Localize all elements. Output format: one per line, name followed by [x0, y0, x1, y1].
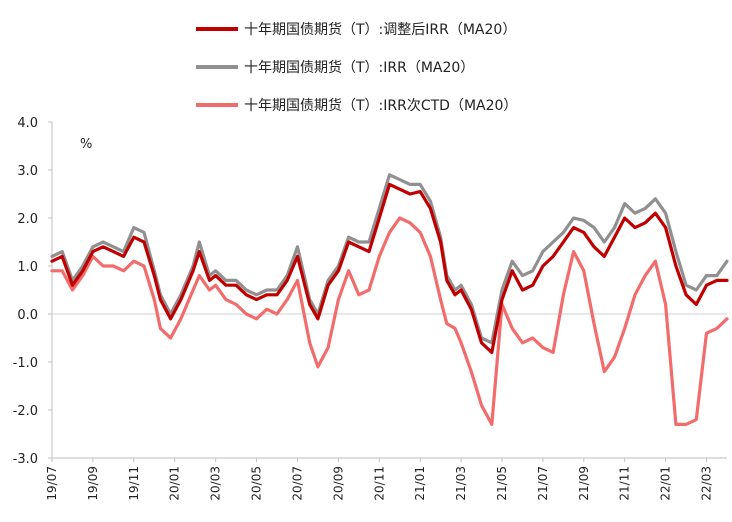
y-tick-label: 3.0 [17, 164, 38, 179]
legend-swatch-irr-sub-ctd [196, 103, 238, 107]
legend-item-irr: 十年期国债期货（T）:IRR（MA20） [196, 48, 517, 86]
x-tick-label: 20/05 [250, 466, 264, 501]
x-tick-label: 22/03 [700, 466, 714, 501]
x-tick-label: 20/07 [290, 466, 304, 501]
x-tick-label: 20/09 [331, 466, 345, 501]
x-tick-label: 20/03 [209, 466, 223, 501]
y-tick-label: 4.0 [17, 116, 38, 131]
x-tick-label: 19/09 [86, 466, 100, 501]
y-tick-label: -3.0 [13, 452, 38, 467]
y-tick-label: -2.0 [13, 404, 38, 419]
x-tick-label: 21/07 [536, 466, 550, 501]
x-tick-label: 21/11 [618, 466, 632, 501]
legend-label-irr-sub-ctd: 十年期国债期货（T）:IRR次CTD（MA20） [244, 98, 518, 114]
x-tick-label: 20/11 [372, 466, 386, 501]
legend-item-adjusted-irr: 十年期国债期货（T）:调整后IRR（MA20） [196, 10, 517, 48]
x-tick-label: 21/05 [495, 466, 509, 501]
y-tick-label: 0.0 [17, 308, 38, 323]
x-tick-label: 21/01 [413, 466, 427, 501]
x-tick-label: 19/07 [45, 466, 59, 501]
y-tick-label: -1.0 [13, 356, 38, 371]
x-tick-label: 20/01 [168, 466, 182, 501]
series-line-2 [50, 216, 729, 426]
legend-label-irr: 十年期国债期货（T）:IRR（MA20） [244, 60, 475, 76]
legend: 十年期国债期货（T）:调整后IRR（MA20） 十年期国债期货（T）:IRR（M… [196, 10, 517, 124]
x-tick-label: 22/01 [659, 466, 673, 501]
y-tick-label: 2.0 [17, 212, 38, 227]
x-tick-label: 21/09 [577, 466, 591, 501]
legend-label-adjusted-irr: 十年期国债期货（T）:调整后IRR（MA20） [244, 22, 517, 38]
legend-item-irr-sub-ctd: 十年期国债期货（T）:IRR次CTD（MA20） [196, 86, 517, 124]
series-line-0 [50, 182, 729, 354]
unit-label: % [80, 137, 92, 152]
legend-swatch-irr [196, 65, 238, 69]
x-tick-label: 21/03 [454, 466, 468, 501]
y-tick-label: 1.0 [17, 260, 38, 275]
legend-swatch-adjusted-irr [196, 27, 238, 31]
x-tick-label: 19/11 [127, 466, 141, 501]
series-line-1 [50, 173, 729, 345]
